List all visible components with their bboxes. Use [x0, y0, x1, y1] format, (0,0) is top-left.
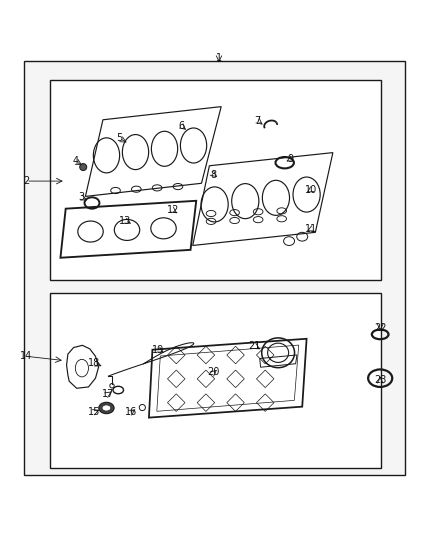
- Text: 14: 14: [20, 351, 32, 361]
- Bar: [24, 61, 405, 474]
- Text: 3: 3: [78, 192, 84, 203]
- Ellipse shape: [99, 402, 114, 414]
- Text: 11: 11: [305, 224, 317, 235]
- Text: 19: 19: [152, 345, 165, 355]
- Text: 6: 6: [179, 122, 185, 131]
- Text: 2: 2: [23, 176, 29, 186]
- Ellipse shape: [102, 405, 111, 411]
- Text: 12: 12: [167, 205, 179, 215]
- Text: 7: 7: [254, 116, 261, 126]
- Text: 22: 22: [374, 323, 386, 333]
- Text: 10: 10: [305, 185, 317, 195]
- Text: 1: 1: [216, 53, 222, 63]
- Text: 21: 21: [249, 341, 261, 351]
- Bar: [50, 80, 381, 280]
- Text: 5: 5: [116, 133, 122, 143]
- Text: 23: 23: [374, 375, 386, 385]
- Text: 9: 9: [288, 154, 294, 164]
- Text: 16: 16: [125, 407, 138, 417]
- Text: 15: 15: [88, 407, 100, 417]
- Circle shape: [80, 164, 87, 171]
- Bar: [50, 293, 381, 468]
- Text: 17: 17: [102, 389, 115, 399]
- Text: 20: 20: [208, 367, 220, 377]
- Text: 18: 18: [88, 358, 100, 368]
- Text: 8: 8: [211, 169, 217, 180]
- Text: 13: 13: [119, 215, 131, 225]
- Text: 4: 4: [73, 156, 79, 166]
